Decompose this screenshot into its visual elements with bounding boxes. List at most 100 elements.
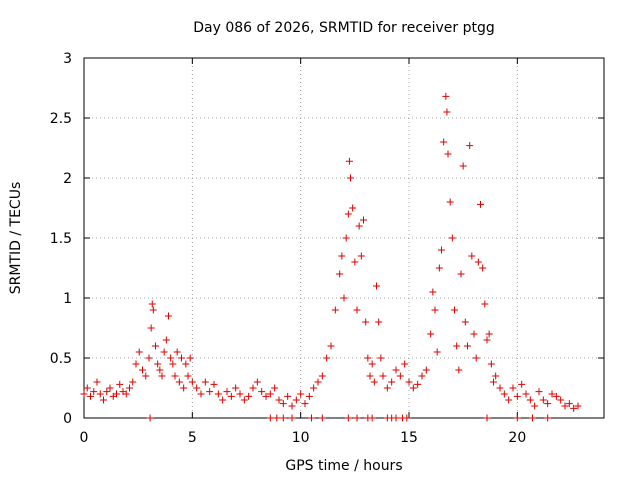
data-point: [409, 384, 417, 392]
data-point: [496, 384, 504, 392]
data-point: [355, 222, 363, 230]
data-point: [193, 384, 201, 392]
data-point: [135, 348, 143, 356]
y-tick-label: 1: [63, 291, 72, 307]
data-point: [548, 390, 556, 398]
data-point: [477, 200, 484, 208]
data-point: [284, 392, 292, 400]
data-point: [557, 396, 565, 404]
y-tick-label: 0: [63, 411, 72, 427]
data-point: [249, 384, 257, 392]
y-tick-label: 1.5: [50, 231, 72, 247]
data-point: [167, 354, 175, 362]
data-point: [336, 270, 344, 278]
data-point: [223, 388, 231, 396]
x-tick-label: 20: [508, 430, 526, 446]
data-point: [182, 360, 190, 368]
data-point: [353, 306, 361, 314]
y-tick-label: 2: [63, 171, 72, 187]
data-point: [492, 372, 500, 380]
data-point: [368, 360, 376, 368]
data-point: [116, 380, 124, 388]
data-point: [401, 360, 409, 368]
data-point: [178, 354, 185, 362]
data-point: [552, 392, 560, 400]
data-point: [171, 372, 179, 380]
data-point: [446, 198, 454, 206]
data-point: [103, 388, 111, 396]
data-point: [126, 384, 133, 392]
data-point: [388, 378, 396, 386]
data-point: [403, 414, 411, 422]
data-point: [80, 390, 88, 398]
data-point: [90, 388, 98, 396]
data-point: [305, 392, 313, 400]
data-point: [418, 372, 426, 380]
data-point: [188, 378, 196, 386]
data-point: [522, 390, 530, 398]
data-point: [145, 354, 153, 362]
data-point: [240, 396, 248, 404]
data-point: [232, 384, 240, 392]
data-point: [318, 414, 326, 422]
data-point: [344, 210, 352, 218]
data-point: [344, 414, 352, 422]
data-point: [574, 402, 582, 410]
data-point: [448, 234, 456, 242]
data-point: [368, 414, 376, 422]
data-point: [184, 372, 192, 380]
data-point: [518, 380, 526, 388]
data-point: [435, 264, 443, 272]
data-point: [113, 390, 120, 398]
data-point: [347, 174, 354, 182]
data-point: [129, 378, 137, 386]
data-point: [292, 396, 300, 404]
data-point: [142, 372, 150, 380]
data-point: [565, 400, 573, 408]
data-point: [373, 282, 380, 290]
data-point: [570, 404, 578, 412]
data-point: [266, 390, 274, 398]
data-point: [258, 388, 266, 396]
data-point: [236, 390, 244, 398]
x-tick-label: 0: [80, 430, 89, 446]
data-point: [351, 258, 359, 266]
data-point: [180, 384, 188, 392]
data-point: [479, 264, 487, 272]
data-point: [505, 396, 513, 404]
data-point: [457, 270, 465, 278]
data-point: [509, 384, 517, 392]
data-point: [360, 216, 367, 224]
data-point: [197, 390, 205, 398]
axis-ticks: 0 5 10 15 20 0 0.5 1 1.5 2 2.5 3: [50, 51, 604, 446]
data-point: [487, 360, 495, 368]
data-point: [201, 378, 209, 386]
data-point: [526, 396, 534, 404]
data-point: [271, 384, 279, 392]
data-point: [451, 306, 458, 314]
data-point: [338, 252, 346, 260]
y-tick-label: 2.5: [50, 111, 72, 127]
data-point: [262, 392, 270, 400]
data-point: [483, 414, 491, 422]
data-point: [160, 348, 168, 356]
y-axis-label: SRMTID / TECUs: [8, 182, 24, 295]
data-point: [362, 318, 370, 326]
data-point: [453, 342, 461, 350]
data-point: [513, 414, 521, 422]
data-point: [431, 306, 439, 314]
data-point: [422, 366, 430, 374]
data-point: [253, 378, 261, 386]
y-tick-label: 3: [63, 51, 72, 67]
data-point: [427, 330, 435, 338]
data-point: [392, 366, 400, 374]
data-point: [279, 414, 287, 422]
data-point: [87, 392, 94, 400]
data-point: [440, 138, 448, 146]
data-point: [349, 204, 357, 212]
data-point: [375, 318, 383, 326]
data-point: [340, 294, 348, 302]
data-point: [485, 330, 493, 338]
data-point: [468, 252, 476, 260]
data-point: [275, 396, 283, 404]
